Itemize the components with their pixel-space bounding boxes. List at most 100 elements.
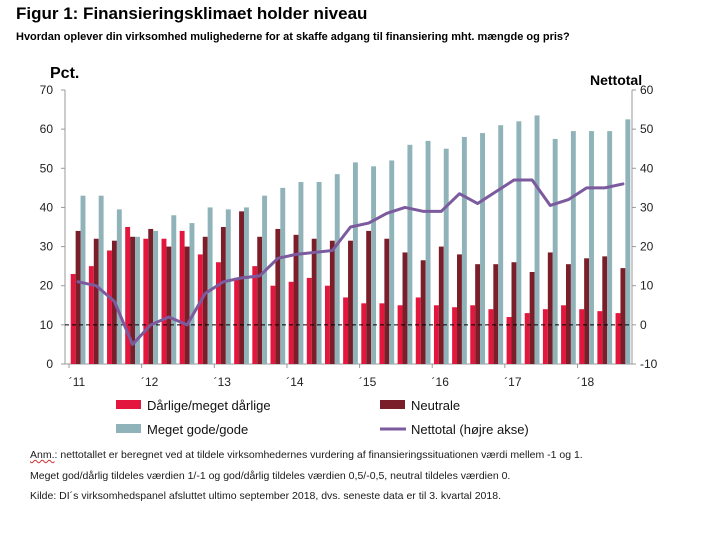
bar-neutral: [547, 252, 553, 364]
legend-item-good-label: Meget gode/gode: [147, 422, 248, 437]
bar-bad: [161, 238, 167, 364]
bar-neutral: [366, 230, 372, 364]
right-tick-label: 40: [640, 161, 654, 175]
bar-bad: [379, 303, 385, 364]
note-line-2: Meget god/dårlig tildeles værdien 1/-1 o…: [30, 470, 511, 482]
bar-neutral: [584, 258, 590, 364]
chart-subtitle: Hvordan oplever din virksomhed mulighede…: [16, 31, 570, 43]
bar-good: [334, 174, 340, 364]
bar-neutral: [75, 230, 81, 364]
bar-bad: [270, 285, 276, 364]
bar-neutral: [529, 272, 535, 364]
bar-neutral: [493, 264, 499, 364]
legend-item-bad-swatch: [116, 400, 141, 409]
bar-good: [516, 121, 522, 364]
right-tick-label: 20: [640, 240, 654, 254]
right-tick-label: 10: [640, 279, 654, 293]
bar-good: [225, 209, 231, 364]
x-tick-label: ´16: [432, 375, 450, 389]
bar-bad: [542, 309, 548, 364]
bar-neutral: [202, 236, 208, 364]
right-axis-label: Nettotal: [590, 72, 642, 88]
bar-neutral: [420, 260, 426, 364]
right-tick-label: 50: [640, 122, 654, 136]
bar-good: [407, 144, 413, 364]
bar-bad: [288, 281, 294, 364]
bar-bad: [343, 297, 349, 364]
bar-bad: [361, 303, 367, 364]
bar-neutral: [602, 256, 608, 364]
bar-good: [352, 162, 358, 364]
bar-good: [262, 195, 268, 364]
legend-item-good-swatch: [116, 424, 141, 433]
bar-bad: [452, 307, 458, 364]
bar-good: [570, 131, 576, 364]
bar-bad: [88, 266, 94, 364]
note-line-1: Anm.: nettotallet er beregnet ved at til…: [30, 449, 583, 461]
right-tick-label: -10: [640, 357, 658, 371]
x-tick-label: ´13: [214, 375, 232, 389]
bar-good: [135, 236, 140, 364]
bar-neutral: [311, 238, 317, 364]
bar-neutral: [93, 238, 99, 364]
bar-neutral: [275, 228, 281, 364]
left-tick-label: 0: [46, 357, 53, 371]
bar-bad: [615, 313, 621, 364]
bar-good: [243, 207, 249, 364]
right-tick-label: 60: [640, 83, 654, 97]
bar-good: [298, 181, 304, 364]
bar-bad: [179, 230, 185, 364]
note-line-3: Kilde: DI´s virksomhedspanel afsluttet u…: [30, 490, 501, 502]
bar-neutral: [239, 211, 244, 364]
bar-bad: [579, 309, 585, 364]
bar-bad: [597, 311, 603, 364]
bar-good: [371, 166, 377, 364]
bar-good: [589, 131, 594, 364]
left-tick-label: 30: [40, 240, 54, 254]
right-tick-label: 30: [640, 200, 654, 214]
bar-good: [607, 131, 613, 364]
x-tick-label: ´11: [69, 375, 86, 389]
bar-bad: [216, 262, 221, 364]
bar-neutral: [384, 238, 390, 364]
bar-bad: [107, 250, 112, 364]
bar-good: [461, 136, 467, 364]
left-tick-label: 60: [40, 122, 54, 136]
bar-good: [171, 215, 177, 364]
bar-good: [534, 115, 540, 364]
bar-neutral: [565, 264, 571, 364]
bar-bad: [234, 277, 240, 364]
x-tick-label: ´14: [286, 375, 304, 389]
bar-good: [116, 209, 122, 364]
legend-item-neutral-label: Neutrale: [411, 398, 460, 413]
bar-good: [80, 195, 86, 364]
left-tick-label: 40: [40, 200, 54, 214]
x-tick-label: ´17: [504, 375, 522, 389]
x-tick-label: ´18: [577, 375, 595, 389]
bar-bad: [197, 254, 203, 364]
bar-bad: [306, 277, 312, 364]
bar-good: [153, 230, 159, 364]
legend-item-neutral-swatch: [380, 400, 405, 409]
bar-neutral: [348, 240, 353, 364]
legend: Dårlige/meget dårlige Neutrale Meget gode/…: [116, 398, 529, 437]
bar-bad: [125, 227, 131, 364]
x-tick-label: ´15: [359, 375, 377, 389]
note-anm-label: Anm.: [30, 449, 55, 461]
bar-good: [98, 195, 104, 364]
bar-neutral: [475, 264, 481, 364]
bar-bad: [506, 317, 512, 364]
right-tick-label: 0: [640, 318, 647, 332]
bar-neutral: [438, 246, 444, 364]
bar-good: [207, 207, 213, 364]
bar-neutral: [166, 246, 172, 364]
bar-neutral: [184, 246, 190, 364]
bar-neutral: [257, 236, 263, 364]
bar-neutral: [620, 268, 626, 364]
note-line-1-text: : nettotallet er beregnet ved at tildele…: [54, 449, 583, 461]
bar-good: [189, 223, 195, 364]
left-axis-label: Pct.: [50, 65, 79, 82]
bar-bad: [252, 266, 258, 364]
bar-good: [389, 160, 395, 364]
